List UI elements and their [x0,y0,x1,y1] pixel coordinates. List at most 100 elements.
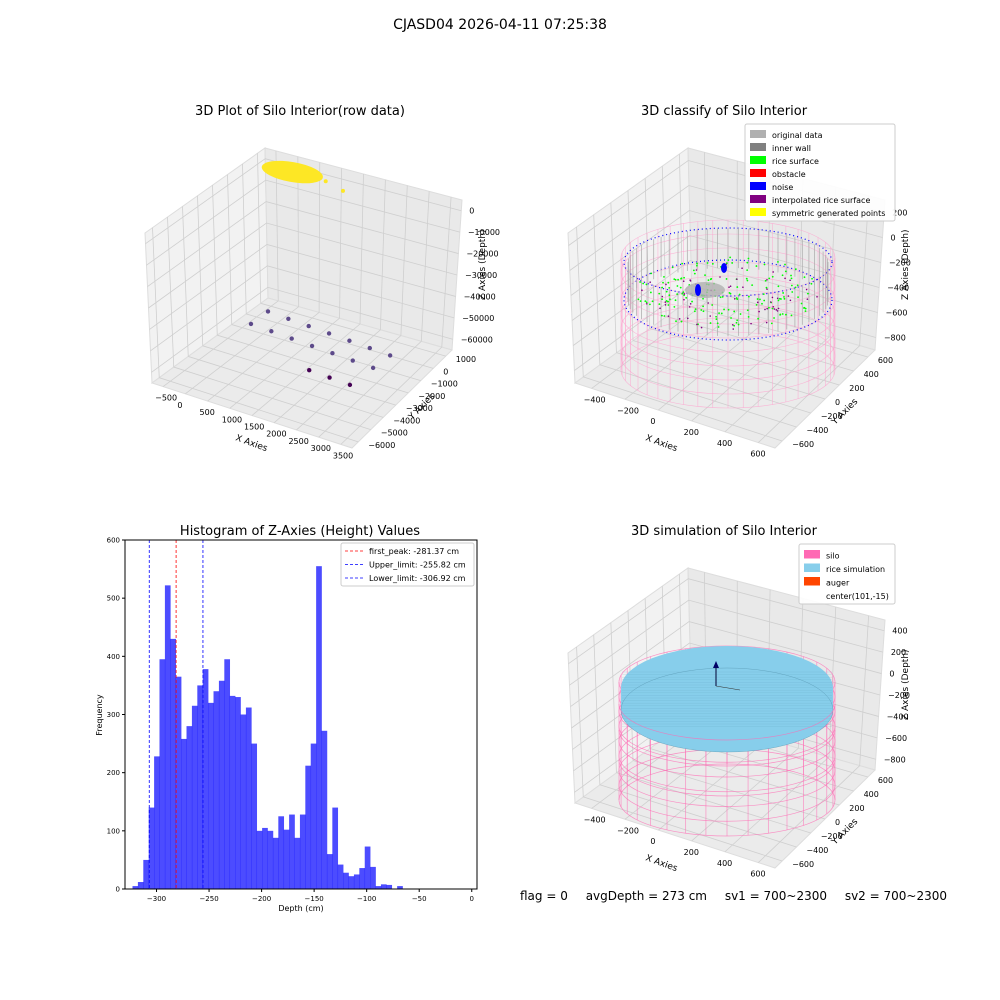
p2-rice-point-129 [763,299,766,302]
p2-rice-point-69 [806,292,809,295]
p1-point-low-5 [367,345,372,351]
p4-ztick-2: 0 [889,670,894,679]
p2-ytick-6: −600 [792,440,814,449]
p1-point-low-7 [248,321,254,327]
panel4-ticks: −400−20002004006006004002000−200−400−600… [584,627,910,879]
p3-legend-box [340,542,475,587]
p2-rice-point-0 [658,292,661,295]
p3-bar-45 [370,866,376,889]
panel3-bars [132,566,403,889]
p3-bar-7 [164,585,171,889]
p3-bar-25 [262,827,268,889]
p2-rice-point-44 [717,326,720,328]
panel2-zlabel: Z Axies (Depth) [901,229,911,300]
panel1-title: 3D Plot of Silo Interior(row data) [195,104,405,119]
p2-rice-point-22 [733,324,736,327]
p2-rice-point-61 [715,315,718,318]
p3-bar-26 [267,830,274,889]
p2-legend-label-1: inner wall [772,144,811,153]
p2-rice-point-33 [669,298,671,301]
p2-ztick-3: −400 [887,284,909,293]
p2-rice-point-93 [727,259,730,262]
p3-bar-17 [218,680,225,889]
p2-interp-point-35 [789,299,792,302]
p1-point-low-8 [269,329,274,334]
p2-interp-point-2 [776,297,779,300]
p2-rice-point-86 [649,291,652,294]
p2-rice-point-123 [702,305,705,308]
p4-legend-swatch-0 [804,550,820,559]
p4-ytick-5: −400 [806,846,828,855]
p3-bar-20 [235,697,241,889]
p4-grid-z-0 [568,578,885,665]
p2-interp-point-27 [689,303,692,305]
p2-rice-point-34 [723,308,725,311]
p2-interp-point-7 [695,269,698,271]
panel4-xlabel: X Axies [644,853,679,874]
p2-ztick-1: 0 [891,234,896,243]
p2-rice-point-72 [711,262,714,265]
p2-rice-point-118 [691,300,693,303]
p2-ytick-5: −400 [806,426,828,435]
p2-interp-point-10 [769,301,772,303]
p2-rice-point-142 [763,263,766,266]
p1-grid-x-2 [207,312,320,402]
p2-rice-point-71 [680,320,683,323]
p1-grid-y-7 [159,377,359,443]
p2-rice-point-1 [761,302,763,305]
p2-rice-point-94 [665,290,668,293]
p2-interp-point-20 [784,277,786,280]
p2-ztick-4: −600 [886,309,908,318]
p2-rice-point-112 [681,292,684,295]
p2-rice-point-151 [727,308,730,311]
p2-interp-point-32 [688,306,691,308]
p1-ytick-7: −6000 [368,441,395,450]
p3-bar-39 [337,864,344,889]
p1-ytick-6: −5000 [381,429,408,438]
panel3-ylabel: Frequency [95,694,104,736]
p2-rice-point-136 [715,318,718,321]
p4-legend-swatch-1 [804,563,820,572]
p2-rice-point-31 [667,300,669,303]
p2-interp-point-29 [750,322,752,325]
p1-grid-x-3 [229,317,340,409]
p2-interp-point-34 [719,276,721,278]
p2-legend-label-5: interpolated rice surface [772,196,870,205]
p2-rice-point-107 [680,277,682,280]
p2-ztick-0: 200 [892,209,907,218]
p2-rice-point-43 [696,262,698,265]
p2-interp-point-36 [664,304,667,306]
p1-point-low-14 [307,368,312,373]
p4-ring-8 [618,763,836,837]
p1-grid-y-1 [246,313,434,369]
panel3-ticks: −300 −250 −200 −150 −100 −50 0 0 100 200 300 400 500… [107,537,474,904]
p2-interp-point-30 [775,309,778,311]
p2-rice-point-168 [729,292,732,295]
p2-rice-point-53 [706,262,709,264]
p1-grid-z-6 [151,286,453,373]
p3-xtick-4: −100 [357,895,376,903]
p2-noise-ring-top [623,227,833,297]
p1-grid-y-2 [231,324,421,382]
panel1-points [248,160,393,388]
p1-ztick-6: −60000 [461,335,493,344]
p2-rice-point-169 [777,260,779,263]
p1-ytick-1: 0 [443,367,448,376]
p1-point-low-13 [370,365,376,371]
p4-front-ring-2 [618,759,836,797]
p4-legend-box [798,543,896,605]
p1-grid-x-8 [340,346,443,445]
p2-rice-point-37 [784,263,786,266]
p2-rice-point-133 [711,304,714,306]
p1-grid-x-6 [296,335,402,431]
p2-xtick-5: 600 [750,450,765,459]
p2-rice-point-9 [667,281,670,284]
p2-rice-point-17 [685,296,688,299]
p2-rice-point-134 [790,277,793,280]
p2-rice-point-11 [811,277,813,280]
p2-xtick-3: 200 [684,428,699,437]
p2-rice-point-26 [755,303,758,306]
p1-point-low-9 [289,336,294,341]
p3-bar-47 [380,884,387,889]
